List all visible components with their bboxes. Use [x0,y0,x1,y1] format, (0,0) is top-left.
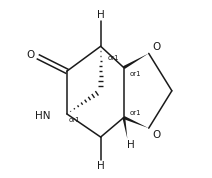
Polygon shape [122,117,127,139]
Text: O: O [152,42,160,52]
Text: or1: or1 [130,71,142,77]
Text: O: O [152,130,160,140]
Polygon shape [123,116,149,128]
Text: H: H [97,11,105,20]
Text: HN: HN [35,111,51,121]
Text: or1: or1 [108,55,119,61]
Text: or1: or1 [69,117,80,124]
Polygon shape [123,53,149,69]
Text: H: H [97,161,105,171]
Text: or1: or1 [130,110,142,116]
Text: H: H [127,140,135,150]
Text: O: O [26,50,35,60]
